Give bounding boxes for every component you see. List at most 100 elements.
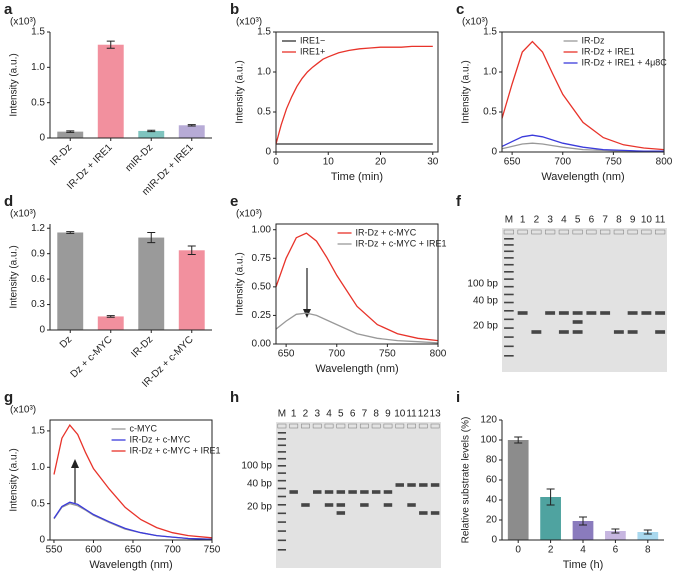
gel-band	[430, 511, 440, 515]
ladder-band	[277, 504, 287, 506]
ladder-band	[277, 549, 287, 551]
y-tick-label: 0.9	[31, 248, 45, 259]
series-line	[501, 40, 665, 151]
well	[407, 423, 416, 429]
marker-label: 100 bp	[467, 279, 498, 290]
lane-label: 11	[655, 215, 666, 226]
marker-label: 40 bp	[247, 479, 272, 490]
series-line	[275, 312, 439, 344]
lane-label: 1	[291, 409, 297, 420]
well	[655, 229, 666, 235]
y-tick-label: 0.3	[31, 299, 45, 310]
y-tick-label: 0.50	[252, 281, 272, 292]
gel-band	[572, 320, 583, 324]
series-line	[501, 142, 665, 153]
well	[359, 423, 369, 429]
y-tick-label: 1.5	[257, 27, 271, 38]
y-tick-label: 0.5	[31, 498, 45, 509]
panel-label: f	[456, 193, 462, 210]
y-tick-label: 0	[491, 535, 497, 546]
x-tick-label: 650	[504, 157, 521, 168]
x-tick-label: Dz + c-MYC	[69, 334, 115, 380]
plot-frame	[275, 223, 439, 345]
error-bar	[546, 488, 555, 506]
legend-label: IR-Dz + c-MYC	[356, 227, 417, 237]
lane-label: 9	[630, 215, 636, 226]
y-tick-label: 0.5	[257, 107, 271, 118]
well	[545, 229, 556, 235]
gel-band	[613, 330, 624, 334]
y-axis-label: Relative substrate levels (%)	[461, 417, 472, 544]
legend-label: IR-Dz + IRE1 + 4μ8C	[582, 57, 668, 67]
y-axis-label: Intensity (a.u.)	[461, 60, 472, 123]
legend-label: IR-Dz	[582, 35, 605, 45]
y-tick-label: 1.0	[483, 67, 497, 78]
y-tick-label: 60	[486, 475, 498, 486]
ladder-band	[504, 244, 514, 246]
well	[503, 229, 514, 235]
lane-label: 10	[394, 409, 406, 420]
series-line	[275, 232, 439, 342]
gel-band	[655, 311, 666, 315]
error-bar	[106, 40, 115, 49]
gel-band	[301, 503, 310, 507]
legend-label: IR-Dz + c-MYC + IRE1	[356, 238, 447, 248]
x-tick-label: 0	[515, 545, 521, 556]
y-multiplier: (x10³)	[462, 17, 488, 28]
error-bar	[611, 528, 620, 534]
legend-label: c-MYC	[130, 423, 158, 433]
error-bar	[579, 516, 587, 526]
y-tick-label: 1.00	[252, 224, 272, 235]
ladder-band	[277, 451, 287, 453]
ladder-band	[277, 495, 287, 498]
well	[613, 229, 624, 235]
bar	[57, 131, 84, 138]
lane-label: 7	[602, 215, 608, 226]
y-tick-label: 100	[480, 435, 497, 446]
well	[371, 423, 381, 429]
well	[383, 423, 393, 429]
error-bar	[514, 436, 523, 444]
well	[289, 423, 299, 429]
well	[586, 229, 597, 235]
x-tick-label: 30	[427, 157, 439, 168]
gel-band	[324, 490, 334, 494]
well	[277, 423, 287, 429]
bar	[507, 440, 529, 540]
gel-band	[572, 311, 583, 315]
lane-label: 5	[575, 215, 581, 226]
legend-label: IRE1+	[300, 46, 325, 56]
lane-label: 5	[338, 409, 344, 420]
gel-band	[600, 311, 611, 315]
x-axis-label: Wavelength (nm)	[89, 559, 172, 571]
ladder-band	[277, 539, 287, 542]
y-tick-label: 0.5	[483, 107, 497, 118]
gel-band	[360, 503, 369, 507]
well	[627, 229, 638, 235]
marker-label: 20 bp	[473, 321, 498, 332]
y-tick-label: 0	[39, 133, 45, 144]
x-axis-label: Wavelength (nm)	[315, 363, 398, 375]
gel-band	[531, 330, 542, 334]
gel-band	[336, 511, 346, 515]
x-tick-label: 600	[85, 545, 102, 556]
ladder-band	[277, 521, 287, 523]
gel-band	[430, 483, 440, 487]
ladder-band	[504, 250, 514, 253]
gel-band	[348, 490, 357, 494]
x-tick-label: 700	[328, 349, 345, 360]
lane-label: 4	[561, 215, 567, 226]
gel-band	[324, 503, 334, 507]
bar	[637, 532, 659, 540]
ladder-band	[504, 355, 514, 357]
bar	[97, 44, 124, 138]
well	[395, 423, 405, 429]
x-tick-label: 0	[273, 157, 279, 168]
y-tick-label: 0	[39, 535, 45, 546]
ladder-band	[504, 238, 514, 240]
ladder-band	[277, 512, 287, 515]
axes	[501, 420, 664, 541]
well	[312, 423, 322, 429]
x-tick-label: 650	[125, 545, 142, 556]
